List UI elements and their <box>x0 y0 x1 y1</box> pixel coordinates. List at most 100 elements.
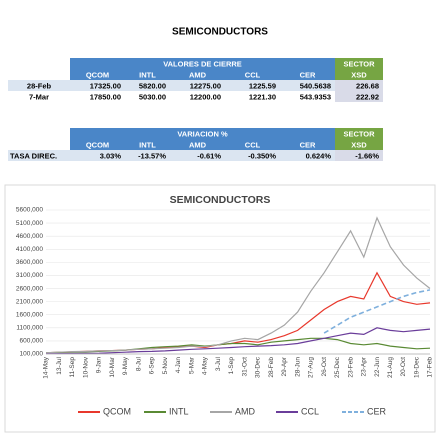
column-header: CCL <box>245 140 261 149</box>
column-header: QCOM <box>86 70 109 79</box>
x-tick-label: 5-Mar <box>188 356 195 374</box>
x-tick-label: 21-Aug <box>387 357 394 378</box>
x-tick-label: 3-Jul <box>215 356 222 371</box>
y-tick-label: 600,000 <box>20 338 44 345</box>
x-tick-label: 1-Sep <box>228 357 235 375</box>
cell: 540.5638 <box>300 81 331 90</box>
chart-title: SEMICONDUCTORS <box>170 194 271 206</box>
cell: 1225.59 <box>249 81 276 90</box>
cell: 226.68 <box>356 81 379 90</box>
x-tick-label: 9-May <box>122 356 129 375</box>
column-header: AMD <box>189 70 207 79</box>
y-tick-label: 2100,000 <box>16 298 43 305</box>
group-header: VALORES DE CIERRE <box>163 59 242 68</box>
sector-header-bg <box>335 128 383 150</box>
page-title: SEMICONDUCTORS <box>172 27 268 38</box>
cell: 5030.00 <box>139 92 166 101</box>
cell: 12275.00 <box>190 81 221 90</box>
sector-header: SECTOR <box>343 129 375 138</box>
x-tick-label: 17-Feb <box>427 357 434 378</box>
x-tick-label: 23-Apr <box>361 356 368 376</box>
y-tick-label: 1100,000 <box>16 325 43 332</box>
sector-cell-bg <box>335 80 383 91</box>
y-tick-label: 4100,000 <box>16 246 43 253</box>
x-tick-label: 26-Oct <box>321 357 328 377</box>
x-tick-label: 20-Oct <box>400 357 407 377</box>
chart-frame <box>4 184 436 433</box>
column-header: XSD <box>351 70 367 79</box>
row-bg <box>8 150 335 161</box>
cell: 5820.00 <box>139 81 166 90</box>
legend-label: AMD <box>235 406 256 416</box>
x-tick-label: 14-May <box>43 356 50 378</box>
column-header: CER <box>300 140 316 149</box>
cell: 12200.00 <box>190 92 221 101</box>
x-tick-label: 4-May <box>202 356 209 375</box>
x-tick-label: 29-Apr <box>281 356 288 376</box>
cell: -1.66% <box>355 151 379 160</box>
x-tick-label: 5-Nov <box>162 356 169 374</box>
x-tick-label: 4-Jan <box>175 357 182 374</box>
sector-cell-bg <box>335 150 383 161</box>
y-tick-label: 5100,000 <box>16 220 43 227</box>
cell: 17850.00 <box>90 92 121 101</box>
x-tick-label: 28-Feb <box>268 357 275 378</box>
y-tick-label: 1600,000 <box>16 311 43 318</box>
row-label: 7-Mar <box>29 92 49 101</box>
x-tick-label: 27-Aug <box>308 357 315 378</box>
row-bg <box>8 80 335 91</box>
cell: -0.61% <box>197 151 221 160</box>
column-header: AMD <box>189 140 207 149</box>
y-tick-label: 100,000 <box>20 351 44 358</box>
series-line <box>45 216 431 354</box>
sector-header-bg <box>335 58 383 80</box>
cell: 17325.00 <box>90 81 121 90</box>
y-tick-label: 3600,000 <box>16 259 43 266</box>
column-header: QCOM <box>86 140 109 149</box>
legend-label: INTL <box>169 406 189 416</box>
group-header: VARIACION % <box>177 129 228 138</box>
y-tick-label: 3100,000 <box>16 272 43 279</box>
cell: 222.92 <box>356 92 379 101</box>
x-tick-label: 22-Jun <box>374 357 381 377</box>
x-tick-label: 25-Dec <box>334 356 341 378</box>
legend-label: CCL <box>301 406 319 416</box>
sector-cell-bg <box>335 91 383 102</box>
cell: 1221.30 <box>249 92 276 101</box>
x-tick-label: 19-Dec <box>413 356 420 378</box>
column-header: INTL <box>139 140 156 149</box>
group-header-bg <box>70 128 335 150</box>
x-tick-label: 28-Jun <box>294 357 301 377</box>
x-tick-label: 9-Jan <box>96 357 103 374</box>
row-label: TASA DIREC. <box>10 151 57 160</box>
legend-label: CER <box>367 406 387 416</box>
x-tick-label: 10-Mar <box>109 356 116 377</box>
x-tick-label: 23-Feb <box>347 357 354 378</box>
column-header: INTL <box>139 70 156 79</box>
column-header: CCL <box>245 70 261 79</box>
x-tick-label: 30-Dec <box>255 356 262 378</box>
series-line <box>323 289 431 334</box>
y-tick-label: 5600,000 <box>16 207 43 214</box>
group-header-bg <box>70 58 335 80</box>
column-header: XSD <box>351 140 367 149</box>
x-tick-label: 8-Jul <box>135 356 142 371</box>
cell: 0.624% <box>306 151 332 160</box>
legend-label: QCOM <box>103 406 131 416</box>
sector-header: SECTOR <box>343 59 375 68</box>
x-tick-label: 13-Jul <box>56 356 63 374</box>
x-tick-label: 31-Oct <box>241 357 248 377</box>
cell: -13.57% <box>138 151 166 160</box>
y-tick-label: 4600,000 <box>16 233 43 240</box>
cell: 3.03% <box>100 151 122 160</box>
row-label: 28-Feb <box>27 81 52 90</box>
x-tick-label: 6-Sep <box>149 357 156 375</box>
x-tick-label: 11-Sep <box>69 357 76 378</box>
x-tick-label: 10-Nov <box>82 356 89 378</box>
column-header: CER <box>300 70 316 79</box>
series-line <box>45 327 431 355</box>
y-tick-label: 2600,000 <box>16 285 43 292</box>
cell: 543.9353 <box>300 92 331 101</box>
